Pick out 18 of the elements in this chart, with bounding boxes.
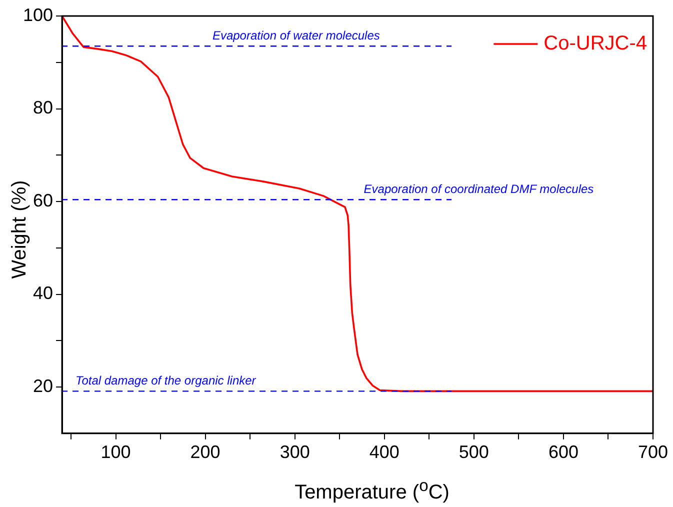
y-axis-title: Weight (%) bbox=[8, 179, 32, 281]
x-tick-label: 700 bbox=[638, 442, 668, 462]
x-axis-title: Temperature ($^{o}$C) bbox=[294, 476, 450, 505]
x-tick-label: 400 bbox=[369, 442, 400, 462]
y-tick-label: 60 bbox=[33, 190, 54, 210]
annotation: Total damage of the organic linker bbox=[75, 374, 257, 388]
y-tick-label: 100 bbox=[22, 4, 54, 25]
y-tick-label: 40 bbox=[33, 283, 54, 304]
annotation: Evaporation of water molecules bbox=[212, 28, 380, 42]
x-tick-label: 600 bbox=[548, 442, 578, 462]
legend-label: Co-URJC-4 bbox=[544, 32, 648, 55]
y-tick-label: 20 bbox=[33, 376, 54, 396]
annotation: Evaporation of coordinated DMF molecules bbox=[364, 182, 594, 196]
x-tick-label: 500 bbox=[458, 442, 489, 462]
x-tick-label: 200 bbox=[190, 442, 220, 462]
x-tick-label: 100 bbox=[100, 442, 131, 462]
y-tick-label: 80 bbox=[33, 98, 54, 118]
x-tick-label: 300 bbox=[280, 442, 310, 462]
